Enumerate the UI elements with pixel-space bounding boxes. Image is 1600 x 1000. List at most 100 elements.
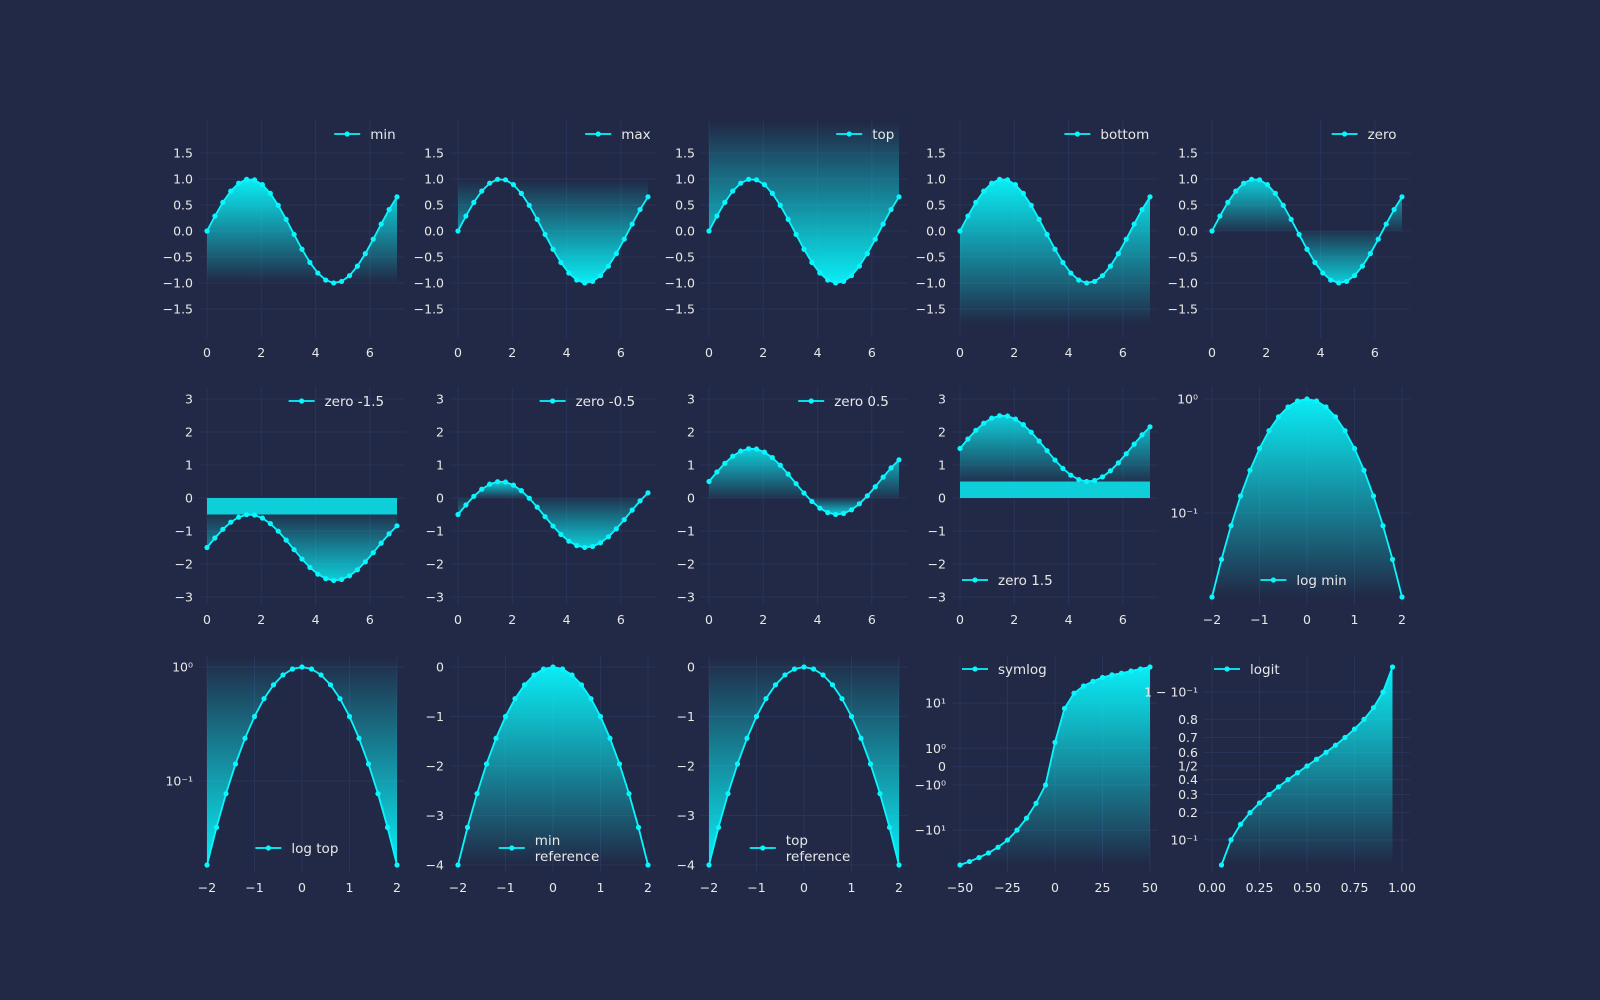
data-point: [635, 824, 642, 830]
legend-marker: [509, 845, 515, 851]
data-point: [463, 502, 469, 508]
data-point: [1028, 429, 1034, 435]
data-point: [550, 523, 556, 529]
y-tick-label: −2: [426, 759, 444, 774]
x-tick-label: 6: [617, 345, 625, 360]
data-point: [365, 761, 372, 767]
data-point: [1217, 213, 1223, 219]
chart-panel-3: 0 2 4 6 −1.5 −1.0 −0.5 0.0 0.5 1.0 1.5 bottom: [916, 120, 1158, 360]
data-point: [338, 278, 345, 285]
data-point: [1091, 477, 1098, 484]
data-point: [331, 280, 337, 286]
data-point: [597, 273, 604, 279]
data-point: [455, 228, 461, 234]
data-point: [550, 246, 556, 252]
data-point: [521, 682, 528, 688]
data-point: [1099, 474, 1106, 480]
y-tick-label: 0: [938, 759, 946, 774]
data-point: [1280, 202, 1286, 208]
data-point: [346, 713, 353, 720]
x-tick-label: 6: [1371, 345, 1379, 360]
data-point: [864, 493, 870, 499]
data-point: [337, 696, 343, 702]
data-point: [706, 228, 712, 234]
data-point: [856, 501, 863, 507]
data-point: [734, 761, 741, 767]
data-point: [242, 735, 248, 741]
x-tick-label: 4: [814, 345, 822, 360]
y-tick-label: −1: [928, 524, 946, 539]
data-point: [1060, 465, 1066, 472]
data-point: [1323, 404, 1329, 410]
y-tick-label: 0: [436, 491, 444, 506]
legend-label: zero -0.5: [576, 394, 636, 410]
y-tick-label: −4: [426, 858, 444, 873]
y-tick-label: 0.0: [173, 224, 193, 239]
legend: max: [585, 127, 651, 143]
data-point: [394, 194, 400, 200]
data-point: [1361, 467, 1367, 473]
data-point: [236, 514, 242, 520]
data-point: [1137, 666, 1144, 672]
x-tick-label: 50: [1142, 880, 1158, 895]
data-point: [1076, 277, 1082, 283]
data-point: [204, 862, 210, 868]
data-point: [1091, 278, 1098, 285]
data-point: [801, 490, 807, 496]
y-tick-label: −3: [928, 590, 946, 605]
data-point: [1313, 756, 1320, 762]
y-tick-label: 0.5: [424, 198, 444, 213]
y-tick-label: −1.5: [414, 302, 444, 317]
data-point: [833, 511, 839, 518]
data-point: [706, 478, 712, 485]
data-point: [880, 474, 886, 480]
data-point: [512, 696, 518, 702]
data-point: [259, 515, 266, 521]
data-point: [1107, 468, 1114, 474]
data-point: [1370, 493, 1377, 499]
data-point: [212, 213, 218, 219]
data-point: [809, 259, 815, 266]
data-point: [791, 666, 798, 672]
data-point: [220, 199, 226, 205]
y-tick-label: 0.8: [1178, 712, 1198, 727]
data-point: [474, 791, 480, 797]
x-tick-label: −1: [496, 880, 514, 895]
data-point: [744, 735, 750, 741]
data-point: [259, 182, 266, 188]
data-point: [487, 481, 493, 487]
data-point: [785, 216, 791, 223]
x-tick-label: 6: [1119, 345, 1127, 360]
x-tick-label: 4: [1065, 345, 1073, 360]
data-point: [1343, 278, 1350, 285]
data-point: [1256, 177, 1263, 183]
x-tick-label: 6: [617, 612, 625, 627]
x-tick-label: 0: [800, 880, 808, 895]
data-point: [1256, 445, 1263, 452]
data-point: [714, 469, 720, 475]
legend-label: symlog: [998, 662, 1047, 678]
x-tick-label: 0: [705, 612, 713, 627]
area-fill: [709, 122, 899, 283]
data-point: [1332, 742, 1339, 748]
y-tick-label: −2: [426, 557, 444, 572]
legend-marker: [550, 398, 556, 404]
y-tick-label: 3: [687, 392, 695, 407]
y-tick-label: 3: [185, 392, 193, 407]
legend: logit: [1214, 662, 1280, 678]
y-tick-label: 0.5: [1178, 198, 1198, 213]
data-point: [976, 854, 982, 861]
chart-panel-1: 0 2 4 6 −1.5 −1.0 −0.5 0.0 0.5 1.0 1.5 max: [414, 120, 656, 360]
y-tick-label: −1.0: [1168, 276, 1198, 291]
area-fill: [458, 481, 648, 548]
x-tick-label: 6: [868, 345, 876, 360]
y-tick-label: −1: [175, 524, 193, 539]
data-point: [346, 273, 353, 279]
x-tick-label: 0.25: [1246, 880, 1274, 895]
x-tick-label: 0: [1051, 880, 1059, 895]
data-point: [1288, 216, 1294, 223]
x-tick-label: 2: [508, 345, 516, 360]
data-point: [213, 824, 220, 830]
data-point: [534, 216, 540, 223]
data-point: [817, 270, 823, 276]
